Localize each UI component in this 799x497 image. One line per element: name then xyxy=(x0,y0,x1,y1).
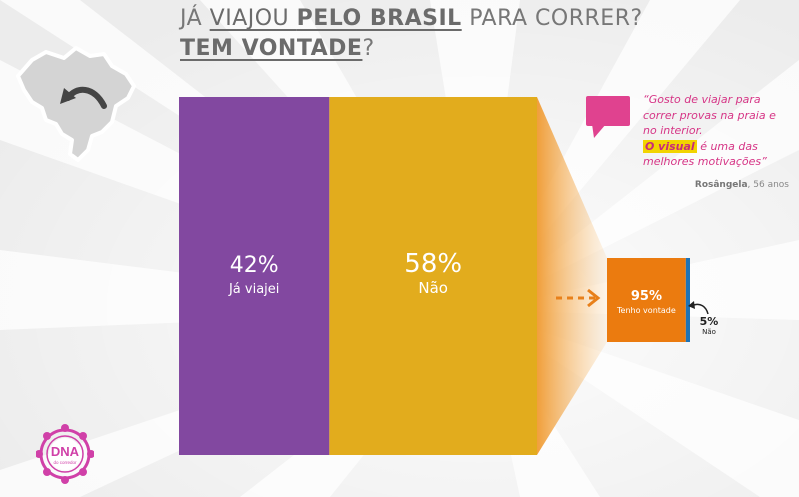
bar-não xyxy=(329,97,537,455)
quote-text-1: “Gosto de viajar para correr provas na p… xyxy=(643,93,776,137)
quote-highlight: O visual xyxy=(643,139,697,153)
dashed-arrow-icon xyxy=(556,288,601,308)
sub-data-label-value: 5% xyxy=(700,315,719,328)
sub-data-label-category: Tenho vontade xyxy=(616,306,676,315)
sub-data-label-value: 95% xyxy=(631,289,662,304)
data-label-value: 42% xyxy=(230,253,279,278)
quote-text-2: é uma das melhores motivações” xyxy=(643,139,767,169)
dna-logo: DNA do corredor xyxy=(36,424,94,484)
logo-name: DNA xyxy=(51,444,80,459)
curved-arrow-icon xyxy=(688,301,709,315)
data-label-category: Não xyxy=(418,279,448,297)
funnel-connector xyxy=(537,97,607,455)
data-label-value: 58% xyxy=(404,249,462,279)
bar-já-viajei xyxy=(179,97,330,455)
quote-author: Rosângela, 56 anos xyxy=(694,180,789,190)
sub-bar-tenho-vontade xyxy=(607,258,686,342)
logo-subtitle: do corredor xyxy=(53,460,77,465)
speech-bubble-icon xyxy=(586,96,630,138)
page-title: JÁ VIAJOU PELO BRASIL PARA CORRER? TEM VO… xyxy=(180,6,643,61)
sub-bar-não xyxy=(685,258,690,342)
brazil-map-icon xyxy=(16,46,136,162)
testimonial-quote: “Gosto de viajar para correr provas na p… xyxy=(643,92,793,170)
data-label-category: Já viajei xyxy=(228,282,279,297)
sub-data-label-category: Não xyxy=(702,328,716,336)
